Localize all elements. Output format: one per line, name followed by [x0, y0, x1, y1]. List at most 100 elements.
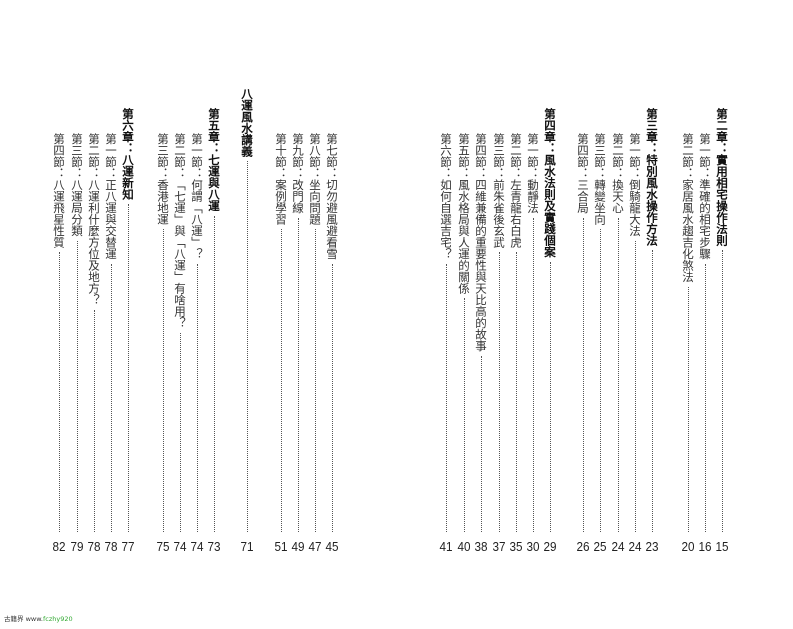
toc-entry-label: 第一節：正八運與交替運 [104, 133, 118, 260]
dot-leader [532, 217, 534, 532]
toc-page-number: 38 [474, 539, 488, 554]
toc-page-number: 24 [628, 539, 642, 554]
toc-page-number: 49 [291, 539, 305, 554]
toc-page-number: 41 [439, 539, 453, 554]
toc-entry-section: 第七節：切勿避風避看雪 [324, 133, 340, 534]
watermark: 古籍界 www.fczhy920 [4, 613, 73, 623]
toc-entry-label: 第十節：案例學習 [274, 133, 288, 225]
toc-page-number: 51 [274, 539, 288, 554]
dot-leader [314, 229, 316, 532]
toc-entry-section: 第一節：動靜法 [525, 133, 541, 534]
watermark-site-name: 古籍界 [4, 615, 24, 623]
dot-leader [515, 252, 517, 532]
toc-entry-label: 第二節：換天心 [611, 133, 625, 214]
toc-entry-label: 第二節：左青龍右白虎 [509, 133, 523, 248]
toc-entry-label: 第九節：改門線 [291, 133, 305, 214]
toc-entry-chapter: 第三章：特別風水操作方法 [644, 108, 660, 534]
dot-leader [110, 263, 112, 532]
toc-page-number: 15 [715, 539, 729, 554]
toc-entry-label: 第七節：切勿避風避看雪 [325, 133, 339, 260]
dot-leader [127, 204, 129, 532]
dot-leader [599, 229, 601, 532]
toc-entry-label: 第三節：前朱雀後玄武 [492, 133, 506, 248]
toc-entry-label: 第一節：何謂「八運」？ [190, 133, 204, 260]
dot-leader [721, 250, 723, 532]
toc-entry-label: 第六節：如何自選吉宅？ [439, 133, 453, 260]
dot-leader [76, 240, 78, 532]
toc-entry-section: 第四節：八運飛星性質 [51, 133, 67, 534]
toc-entry-label: 第三章：特別風水操作方法 [645, 108, 659, 246]
dot-leader [179, 332, 181, 532]
toc-entry-section: 第一節：倒騎龍大法 [627, 133, 643, 534]
toc-page-number: 78 [87, 539, 101, 554]
toc-entry-section: 第一節：準確的相宅步驟 [697, 133, 713, 534]
toc-entry-chapter: 第四章：風水法則及實踐個案 [542, 108, 558, 534]
toc-entry-section: 第五節：風水格局與人運的關係 [456, 133, 472, 534]
dot-leader [280, 229, 282, 532]
dot-leader [687, 286, 689, 532]
toc-entry-label: 第一節：動靜法 [526, 133, 540, 214]
toc-entry-label: 第二節：八運利什麼方位及地方？ [87, 133, 101, 306]
toc-page-number: 37 [492, 539, 506, 554]
dot-leader [162, 229, 164, 532]
dot-leader [331, 263, 333, 532]
toc-entry-label: 第二章：實用相宅操作法則 [715, 108, 729, 246]
toc-entry-section: 第三節：香港地運 [155, 133, 171, 534]
toc-page-number: 23 [645, 539, 659, 554]
toc-entry-label: 第五節：風水格局與人運的關係 [457, 133, 471, 294]
toc-entry-section: 第二節：「七運」與「八運」有啥用？ [172, 133, 188, 534]
dot-leader [246, 161, 248, 532]
toc-entry-label: 第六章：八運新知 [121, 108, 135, 200]
toc-entry-label: 第四節：八運飛星性質 [52, 133, 66, 248]
toc-entry-section: 第九節：改門線 [290, 133, 306, 534]
dot-leader [196, 263, 198, 532]
dot-leader [213, 215, 215, 532]
toc-page-number: 26 [576, 539, 590, 554]
toc-entry-section: 第三節：八運局分類 [69, 133, 85, 534]
toc-entry-label: 八運風水講義 [240, 88, 254, 157]
watermark-url-main: fczhy920 [43, 615, 73, 623]
toc-page-number: 35 [509, 539, 523, 554]
toc-page-number: 77 [121, 539, 135, 554]
toc-entry-label: 第二節：家居風水趨吉化煞法 [681, 133, 695, 283]
toc-entry-section: 第二節：家居風水趨吉化煞法 [680, 133, 696, 534]
toc-entry-section: 第四節：三合局 [575, 133, 591, 534]
dot-leader [549, 261, 551, 532]
toc-entry-label: 第八節：坐向問題 [308, 133, 322, 225]
toc-entry-section: 第四節：四維兼備的重要性與天比高的故事 [473, 133, 489, 534]
toc-entry-section: 第三節：前朱雀後玄武 [491, 133, 507, 534]
toc-entry-part: 八運風水講義 [239, 88, 255, 534]
toc-entry-section: 第一節：正八運與交替運 [103, 133, 119, 534]
toc-entry-label: 第四節：三合局 [576, 133, 590, 214]
dot-leader [297, 217, 299, 532]
dot-leader [445, 263, 447, 532]
dot-leader [463, 298, 465, 532]
toc-page-number: 71 [240, 539, 254, 554]
toc-entry-section: 第三節：轉變坐向 [592, 133, 608, 534]
toc-page-number: 20 [681, 539, 695, 554]
dot-leader [704, 263, 706, 532]
toc-page-number: 24 [611, 539, 625, 554]
toc-entry-label: 第一節：準確的相宅步驟 [698, 133, 712, 260]
dot-leader [58, 252, 60, 532]
dot-leader [582, 217, 584, 532]
toc-page-number: 82 [52, 539, 66, 554]
toc-entry-section: 第一節：何謂「八運」？ [189, 133, 205, 534]
toc-page-number: 25 [593, 539, 607, 554]
dot-leader [480, 355, 482, 532]
toc-entry-label: 第三節：八運局分類 [70, 133, 84, 237]
toc-page-number: 45 [325, 539, 339, 554]
dot-leader [634, 240, 636, 532]
toc-page-number: 75 [156, 539, 170, 554]
toc-entry-label: 第三節：轉變坐向 [593, 133, 607, 225]
toc-entry-label: 第三節：香港地運 [156, 133, 170, 225]
toc-entry-section: 第十節：案例學習 [273, 133, 289, 534]
toc-page-number: 29 [543, 539, 557, 554]
toc-page-number: 79 [70, 539, 84, 554]
dot-leader [651, 250, 653, 532]
toc-entry-section: 第二節：左青龍右白虎 [508, 133, 524, 534]
toc-entry-section: 第二節：八運利什麼方位及地方？ [86, 133, 102, 534]
toc-entry-label: 第一節：倒騎龍大法 [628, 133, 642, 237]
toc-entry-label: 第五章：七運與八運 [207, 108, 221, 212]
toc-entry-label: 第二節：「七運」與「八運」有啥用？ [173, 133, 187, 329]
